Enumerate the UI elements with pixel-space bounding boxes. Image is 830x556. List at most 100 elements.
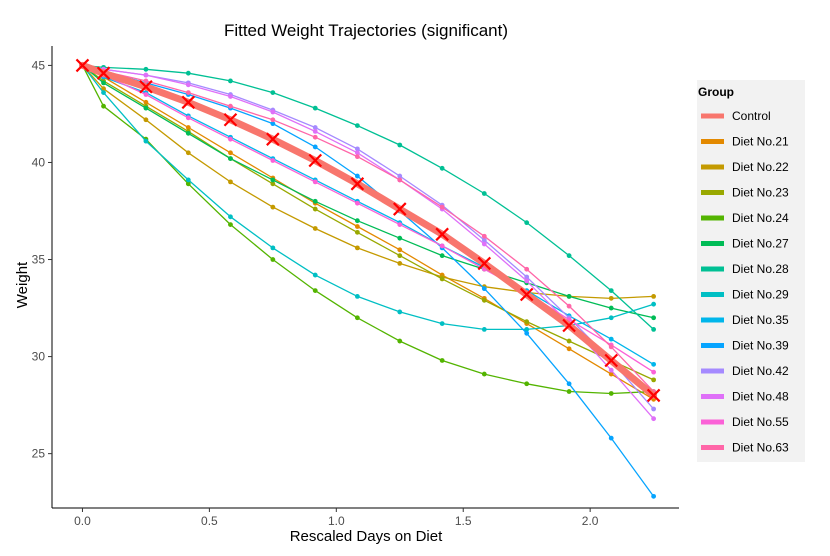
legend-label: Diet No.22 xyxy=(732,160,789,174)
data-point xyxy=(566,253,572,259)
legend-label: Control xyxy=(732,109,771,123)
data-point xyxy=(566,346,572,352)
data-point xyxy=(524,381,530,387)
data-point xyxy=(101,90,106,95)
legend-label: Diet No.21 xyxy=(732,135,789,149)
data-point xyxy=(101,86,106,92)
data-point xyxy=(312,105,318,111)
data-point xyxy=(228,222,233,227)
legend-item-diet-no-24: Diet No.24 xyxy=(699,206,789,230)
x-tick-label: 0.0 xyxy=(74,514,91,528)
data-point xyxy=(185,125,191,130)
data-point xyxy=(312,144,318,150)
legend-label: Diet No.24 xyxy=(732,211,789,225)
data-point xyxy=(312,134,318,140)
y-tick-label: 40 xyxy=(32,155,46,169)
data-point xyxy=(312,272,318,278)
series-diet-no-23 xyxy=(80,63,657,383)
data-point xyxy=(439,276,445,282)
data-point xyxy=(524,278,530,284)
data-point xyxy=(185,177,191,183)
legend-label: Diet No.35 xyxy=(732,313,789,327)
data-point xyxy=(608,288,614,293)
legend-item-diet-no-55: Diet No.55 xyxy=(699,410,789,434)
data-point xyxy=(481,237,487,243)
control-x-marker xyxy=(139,79,153,94)
legend-item-diet-no-42: Diet No.42 xyxy=(699,359,789,383)
data-point xyxy=(270,181,276,187)
data-point xyxy=(481,191,487,196)
data-point xyxy=(354,146,360,152)
data-point xyxy=(143,66,149,72)
data-point xyxy=(228,179,233,185)
data-point xyxy=(185,90,191,95)
legend-item-diet-no-22: Diet No.22 xyxy=(699,155,789,179)
data-point xyxy=(228,156,233,161)
control-x-marker xyxy=(392,202,407,216)
legend-label: Diet No.23 xyxy=(732,186,789,200)
legend-item-diet-no-21: Diet No.21 xyxy=(699,129,789,154)
data-point xyxy=(566,381,572,387)
data-point xyxy=(397,142,403,148)
data-point xyxy=(608,371,614,377)
data-point xyxy=(270,158,276,163)
data-point xyxy=(270,204,276,210)
data-point xyxy=(354,218,360,224)
data-point xyxy=(354,150,360,156)
legend-label: Diet No.48 xyxy=(732,390,789,404)
data-point xyxy=(270,257,276,262)
x-tick-label: 1.0 xyxy=(328,514,345,528)
legend-title: Group xyxy=(698,85,734,99)
x-tick-label: 1.5 xyxy=(455,514,472,528)
data-point xyxy=(651,369,657,375)
data-point xyxy=(608,315,614,321)
control-x-marker xyxy=(646,388,661,403)
data-point xyxy=(143,117,149,123)
data-point xyxy=(524,274,530,280)
data-point xyxy=(270,245,276,251)
data-point xyxy=(481,286,487,292)
data-point xyxy=(566,303,572,309)
data-point xyxy=(312,198,318,204)
data-point xyxy=(608,295,614,301)
data-point xyxy=(524,220,530,226)
data-point xyxy=(397,309,403,315)
data-point xyxy=(143,92,149,97)
control-x-marker xyxy=(435,227,449,242)
data-point xyxy=(228,150,233,156)
data-point xyxy=(143,78,149,84)
data-point xyxy=(143,99,149,105)
data-point xyxy=(354,224,360,229)
data-point xyxy=(439,358,445,363)
data-point xyxy=(651,493,657,499)
data-point xyxy=(312,206,318,212)
data-point xyxy=(651,327,657,332)
data-point xyxy=(608,367,614,373)
data-point xyxy=(481,241,487,247)
legend-item-diet-no-39: Diet No.39 xyxy=(699,333,789,358)
data-point xyxy=(481,233,487,239)
data-point xyxy=(185,181,191,187)
data-point xyxy=(439,165,445,171)
data-point xyxy=(608,305,614,311)
data-point xyxy=(354,294,360,299)
data-point xyxy=(651,416,657,422)
legend-item-diet-no-35: Diet No.35 xyxy=(699,308,789,332)
legend: Group Control Diet No.21 Diet No.22 Diet No… xyxy=(697,80,805,462)
control-x-marker xyxy=(477,256,492,271)
data-point xyxy=(397,177,403,183)
data-point xyxy=(439,253,445,259)
data-point xyxy=(228,214,233,220)
data-point xyxy=(524,327,530,332)
x-tick-label: 0.5 xyxy=(201,514,218,528)
data-point xyxy=(270,90,276,95)
legend-label: Diet No.42 xyxy=(732,364,789,378)
legend-label: Diet No.39 xyxy=(732,339,789,353)
data-point xyxy=(228,94,233,99)
control-x-marker xyxy=(308,153,323,168)
data-point xyxy=(439,243,445,249)
data-point xyxy=(354,173,360,179)
data-point xyxy=(228,136,233,142)
control-x-marker xyxy=(96,66,111,80)
data-point xyxy=(185,70,191,76)
